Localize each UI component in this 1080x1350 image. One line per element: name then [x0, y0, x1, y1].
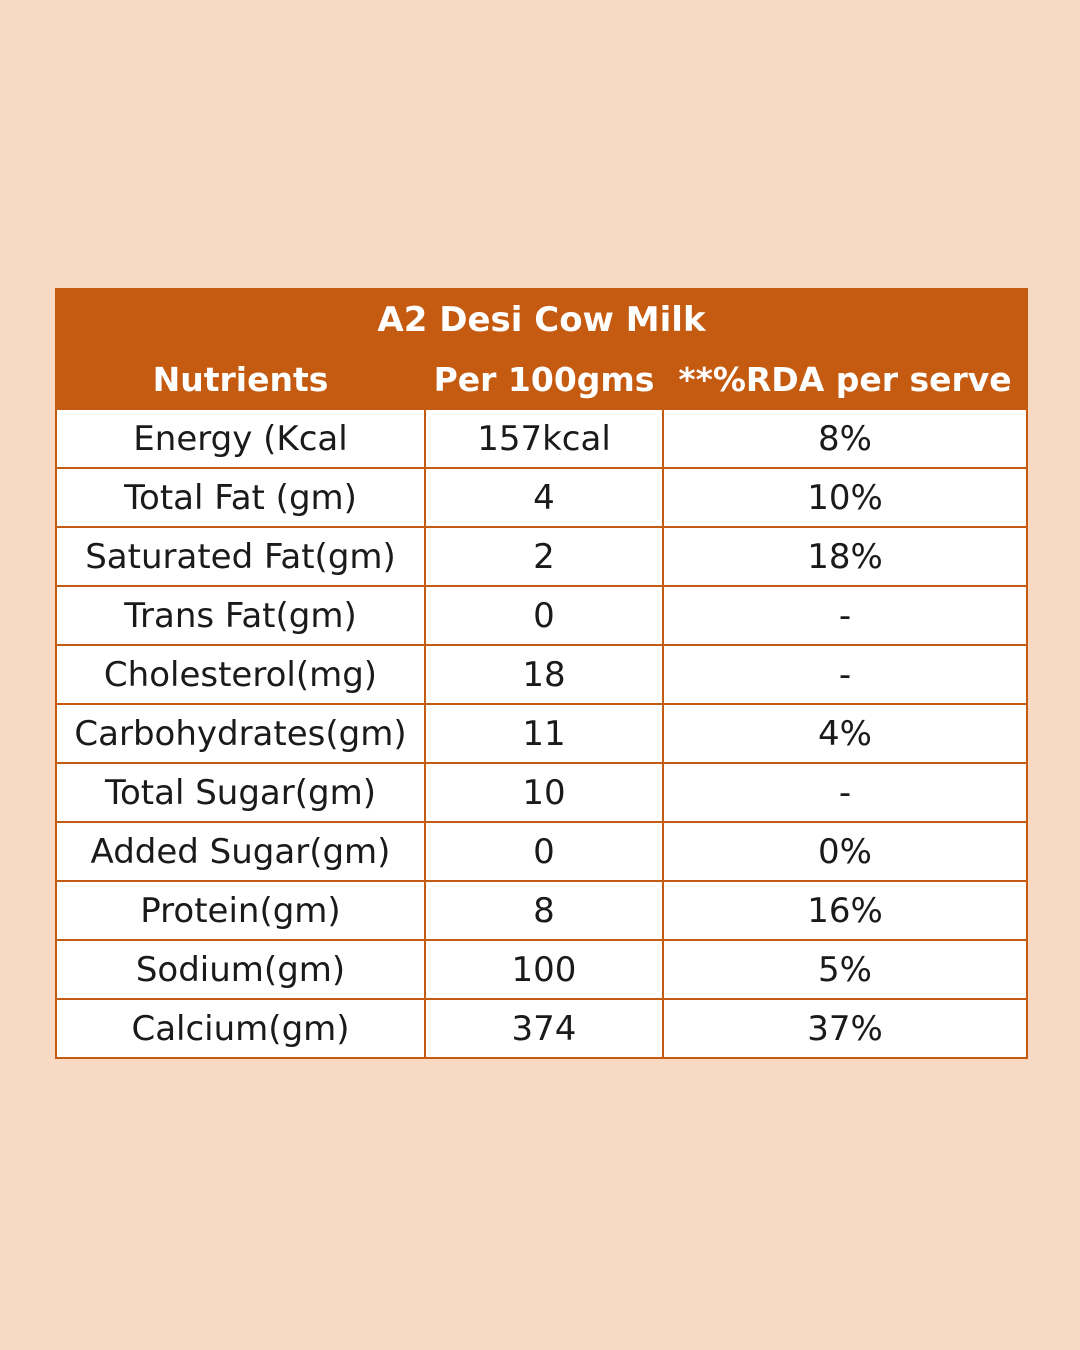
per-100gms-cell: 2	[424, 526, 664, 587]
table-row: Added Sugar(gm) 0 0%	[55, 821, 1028, 882]
per-100gms-cell: 374	[424, 998, 664, 1059]
nutrient-name-cell: Total Fat (gm)	[55, 467, 426, 528]
column-header-per-100gms: Per 100gms	[424, 350, 664, 410]
rda-cell: -	[662, 762, 1028, 823]
per-100gms-cell: 8	[424, 880, 664, 941]
nutrient-name-cell: Sodium(gm)	[55, 939, 426, 1000]
rda-cell: -	[662, 644, 1028, 705]
table-row: Energy (Kcal 157kcal 8%	[55, 408, 1028, 469]
table-row: Carbohydrates(gm) 11 4%	[55, 703, 1028, 764]
nutrient-name-cell: Cholesterol(mg)	[55, 644, 426, 705]
nutrient-name-cell: Calcium(gm)	[55, 998, 426, 1059]
per-100gms-cell: 11	[424, 703, 664, 764]
rda-cell: -	[662, 585, 1028, 646]
rda-cell: 8%	[662, 408, 1028, 469]
table-title-row: A2 Desi Cow Milk	[55, 288, 1028, 350]
per-100gms-cell: 0	[424, 821, 664, 882]
per-100gms-cell: 18	[424, 644, 664, 705]
nutrient-name-cell: Carbohydrates(gm)	[55, 703, 426, 764]
table-header-row: Nutrients Per 100gms **%RDA per serve	[55, 350, 1028, 410]
rda-cell: 16%	[662, 880, 1028, 941]
table-row: Protein(gm) 8 16%	[55, 880, 1028, 941]
per-100gms-cell: 157kcal	[424, 408, 664, 469]
nutrient-name-cell: Saturated Fat(gm)	[55, 526, 426, 587]
table-row: Trans Fat(gm) 0-	[55, 585, 1028, 646]
per-100gms-cell: 0	[424, 585, 664, 646]
nutrient-name-cell: Total Sugar(gm)	[55, 762, 426, 823]
table-row: Cholesterol(mg) 18-	[55, 644, 1028, 705]
nutrient-name-cell: Trans Fat(gm)	[55, 585, 426, 646]
table-row: Sodium(gm) 100 5%	[55, 939, 1028, 1000]
table-row: Total Sugar(gm) 10-	[55, 762, 1028, 823]
per-100gms-cell: 100	[424, 939, 664, 1000]
per-100gms-cell: 4	[424, 467, 664, 528]
column-header-nutrients: Nutrients	[55, 350, 426, 410]
nutrient-name-cell: Protein(gm)	[55, 880, 426, 941]
per-100gms-cell: 10	[424, 762, 664, 823]
table-row: Total Fat (gm) 4 10%	[55, 467, 1028, 528]
column-header-rda: **%RDA per serve	[662, 350, 1028, 410]
rda-cell: 18%	[662, 526, 1028, 587]
table-row: Saturated Fat(gm) 2 18%	[55, 526, 1028, 587]
table-body: Energy (Kcal 157kcal 8% Total Fat (gm) 4 10% S…	[55, 408, 1028, 1059]
table-row: Calcium(gm) 374 37%	[55, 998, 1028, 1059]
rda-cell: 4%	[662, 703, 1028, 764]
rda-cell: 37%	[662, 998, 1028, 1059]
rda-cell: 10%	[662, 467, 1028, 528]
rda-cell: 5%	[662, 939, 1028, 1000]
table-title: A2 Desi Cow Milk	[55, 288, 1028, 350]
nutrition-table: A2 Desi Cow Milk Nutrients Per 100gms **…	[55, 288, 1028, 1059]
nutrient-name-cell: Added Sugar(gm)	[55, 821, 426, 882]
rda-cell: 0%	[662, 821, 1028, 882]
nutrient-name-cell: Energy (Kcal	[55, 408, 426, 469]
